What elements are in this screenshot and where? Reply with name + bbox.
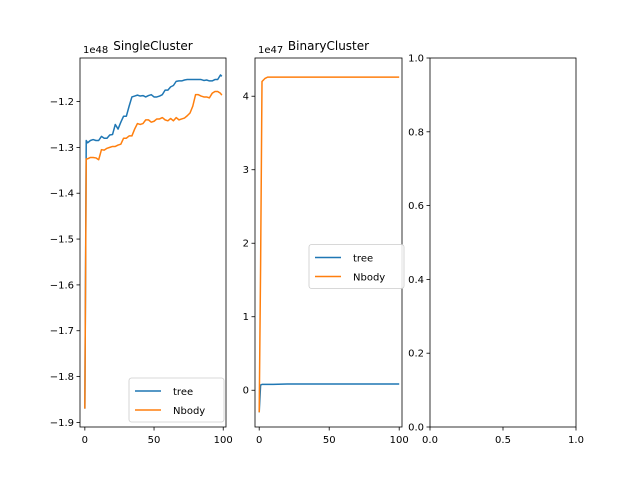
subplot-1: 0 50 100 −1.9 −1.8 −1.7 −1.6 −1.5 −1.4 −1.3 −1.2 Si… (50, 39, 233, 446)
x-tick-label: 100 (390, 435, 409, 446)
legend: tree Nbody (128, 377, 225, 423)
subplot-2: 0 50 100 0 1 2 3 4 BinaryCluster 1e47 tree Nbody (243, 39, 409, 446)
y-offset-label: 1e48 (83, 45, 108, 56)
y-tick-label: −1.9 (50, 418, 74, 429)
y-tick-label: 0.4 (408, 275, 424, 286)
axes-frame (254, 57, 403, 428)
legend: tree Nbody (308, 244, 405, 289)
series-line-Nbody (258, 76, 400, 413)
y-tick-label: −1.8 (50, 372, 74, 383)
y-tick-label: 4 (243, 92, 249, 103)
y-tick-label: −1.5 (50, 235, 74, 246)
axes-frame (429, 57, 577, 428)
x-tick-label: 50 (148, 435, 161, 446)
y-tick-label: −1.3 (50, 143, 74, 154)
y-tick-label: −1.6 (50, 280, 74, 291)
legend-label-tree: tree (173, 387, 193, 398)
y-tick-label: 0 (243, 386, 249, 397)
x-tick-label: 100 (214, 435, 233, 446)
y-tick-label: 0.0 (408, 423, 424, 434)
y-tick-label: 0.8 (408, 127, 424, 138)
legend-box (308, 244, 405, 289)
y-tick-label: −1.7 (50, 326, 74, 337)
y-tick-label: 3 (243, 165, 249, 176)
subplot-3: 0.0 0.5 1.0 0.0 0.2 0.4 0.6 0.8 1.0 (408, 54, 584, 447)
legend-label-tree: tree (353, 254, 373, 265)
y-tick-label: 1.0 (408, 54, 424, 65)
legend-box (128, 377, 225, 423)
x-tick-label: 50 (323, 435, 336, 446)
x-tick-label: 1.0 (568, 435, 584, 446)
legend-label-Nbody: Nbody (173, 406, 205, 417)
subplot-title: BinaryCluster (288, 39, 369, 53)
y-tick-label: 1 (243, 312, 249, 323)
subplot-title: SingleCluster (113, 39, 193, 53)
y-tick-label: −1.4 (50, 189, 74, 200)
series-line-tree (258, 383, 400, 413)
series-line-tree (84, 74, 223, 409)
y-tick-label: 0.6 (408, 201, 424, 212)
legend-label-Nbody: Nbody (353, 273, 385, 284)
y-offset-label: 1e47 (258, 45, 283, 56)
y-tick-label: 0.2 (408, 349, 424, 360)
x-tick-label: 0 (256, 435, 262, 446)
x-tick-label: 0.5 (495, 435, 511, 446)
x-tick-label: 0 (82, 435, 88, 446)
y-tick-label: 2 (243, 239, 249, 250)
axes-frame (79, 57, 227, 428)
x-tick-label: 0.0 (422, 435, 438, 446)
series-line-Nbody (84, 90, 223, 409)
y-tick-label: −1.2 (50, 97, 74, 108)
